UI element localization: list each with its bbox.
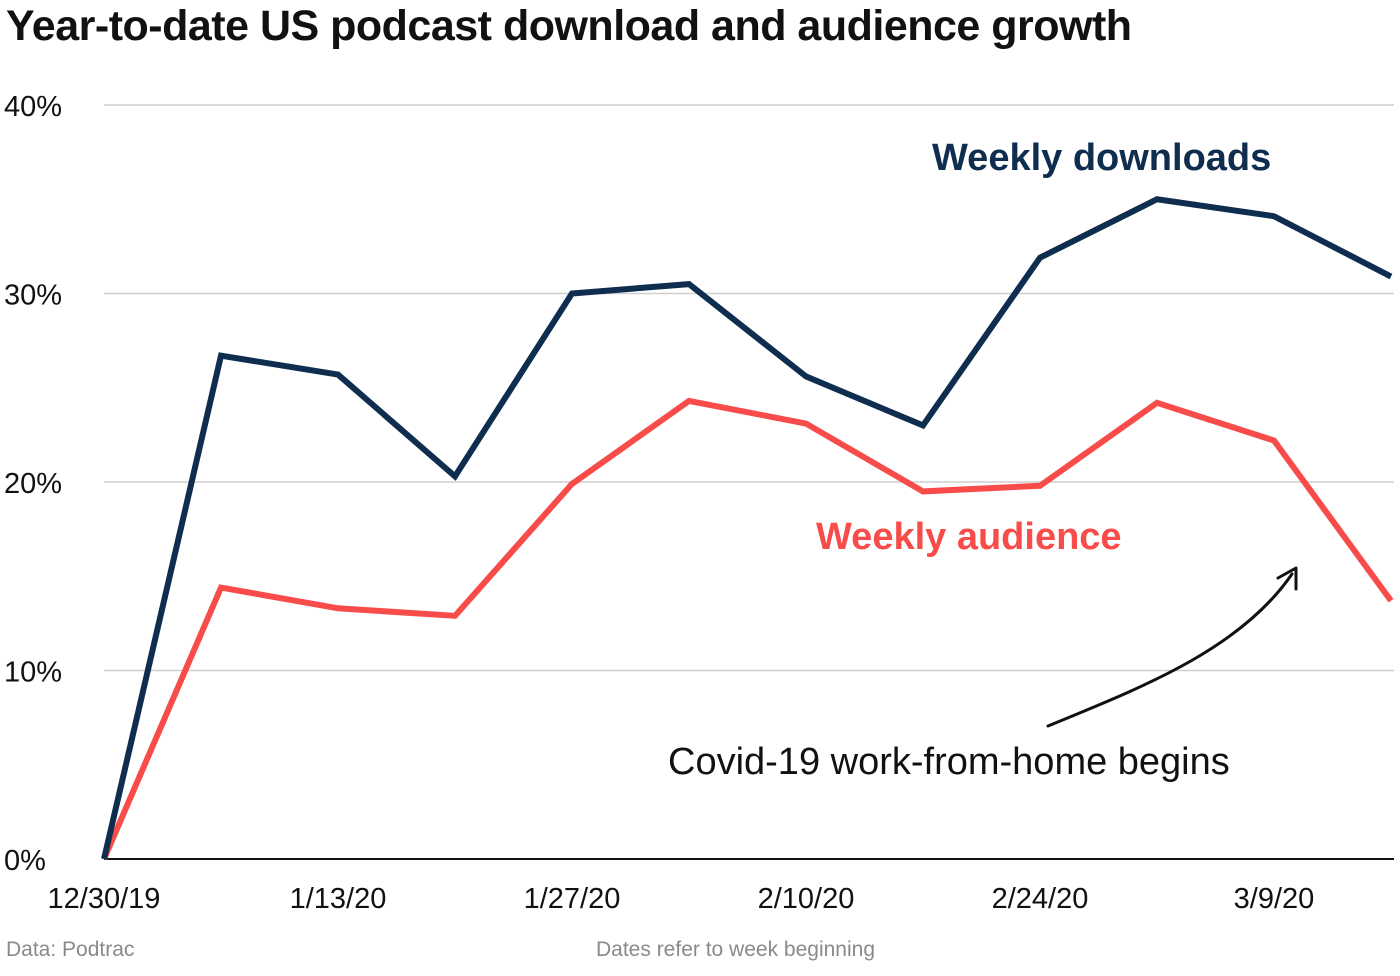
x-axis-tick-labels: 12/30/19 1/13/20 1/27/20 2/10/20 2/24/20 3/9/… (48, 883, 1315, 915)
footnote: Dates refer to week beginning (596, 938, 875, 961)
y-tick-label: 30% (4, 280, 62, 312)
x-tick-label: 3/9/20 (1234, 883, 1315, 915)
x-tick-label: 2/10/20 (758, 883, 855, 915)
y-axis-tick-labels: 0% 10% 20% 30% 40% (4, 91, 62, 877)
y-tick-label: 10% (4, 657, 62, 689)
y-tick-label: 20% (4, 468, 62, 500)
series-line-weekly-audience (101, 397, 1394, 861)
series-label-weekly-downloads: Weekly downloads (932, 137, 1271, 179)
annotation-text: Covid-19 work-from-home begins (668, 741, 1230, 783)
x-tick-label: 1/13/20 (290, 883, 387, 915)
series-labels: Weekly downloads Weekly audience (816, 137, 1271, 558)
chart-title: Year-to-date US podcast download and aud… (6, 2, 1132, 50)
x-tick-label: 12/30/19 (48, 883, 161, 915)
annotation-arrow (1046, 572, 1294, 728)
annotation-arrowhead (1276, 566, 1298, 591)
y-tick-label: 40% (4, 91, 62, 123)
series-lines (101, 196, 1394, 861)
source-note: Data: Podtrac (6, 938, 135, 961)
series-line-weekly-downloads (101, 196, 1393, 860)
x-tick-label: 1/27/20 (524, 883, 621, 915)
annotation: Covid-19 work-from-home begins (668, 566, 1298, 783)
x-tick-label: 2/24/20 (992, 883, 1089, 915)
y-tick-label: 0% (4, 845, 46, 877)
gridlines (104, 104, 1394, 860)
series-label-weekly-audience: Weekly audience (816, 516, 1122, 558)
